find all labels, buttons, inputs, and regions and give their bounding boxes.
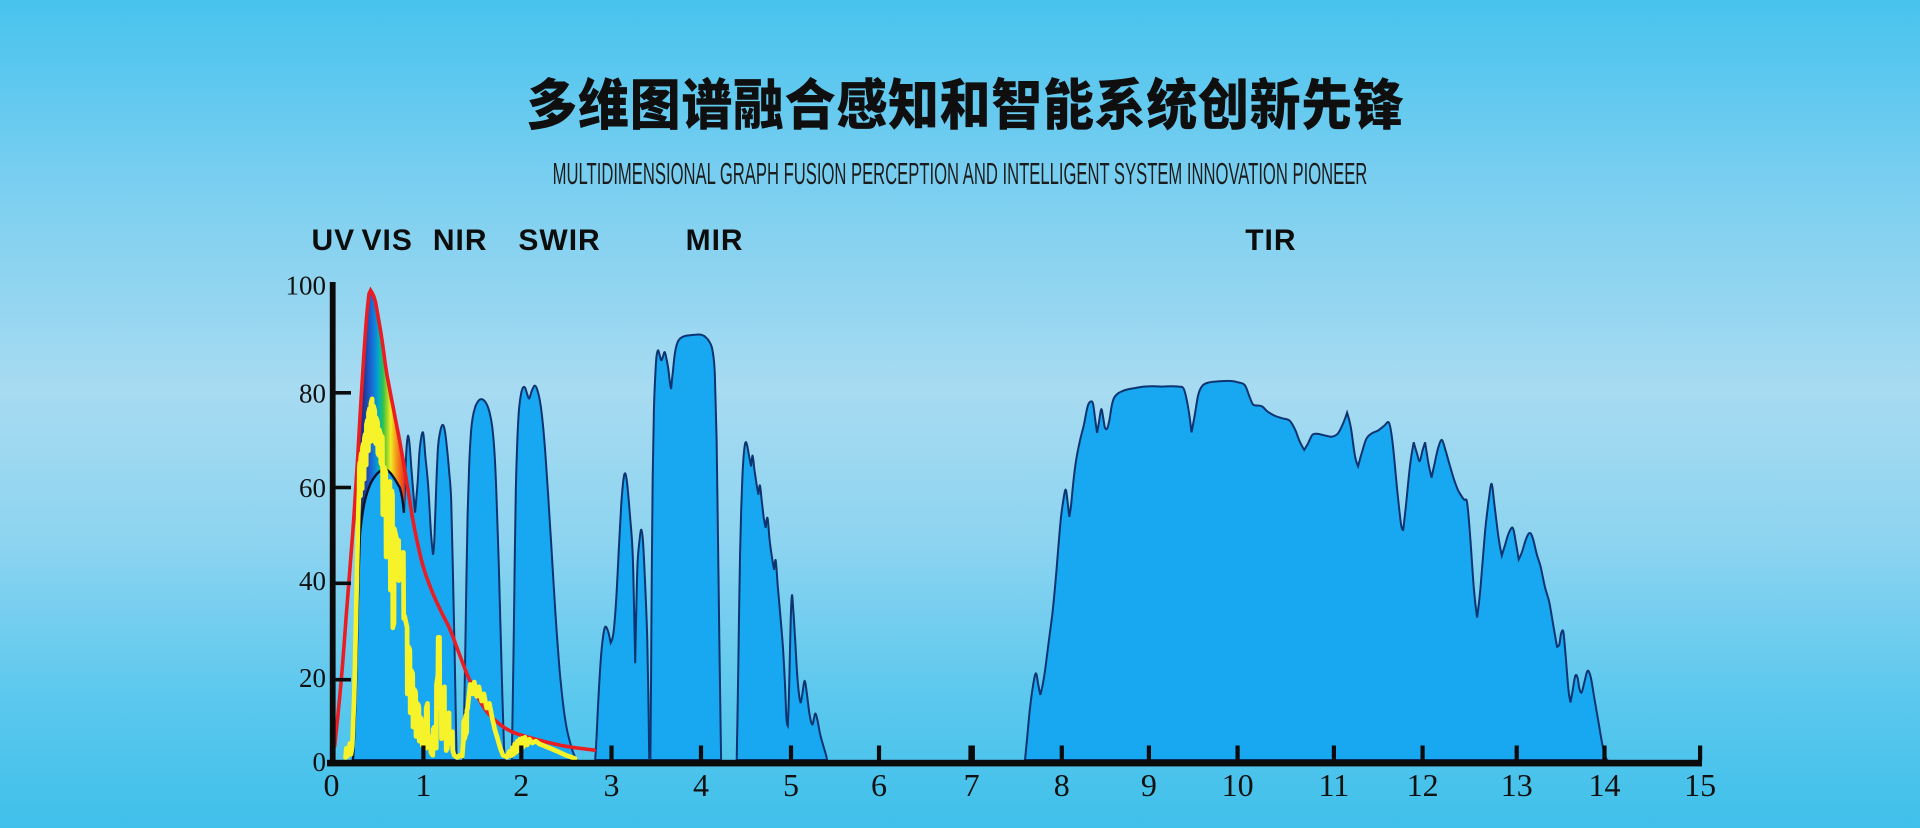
svg-text:8: 8 [1054,767,1070,803]
svg-text:SWIR: SWIR [518,224,600,257]
svg-text:20: 20 [299,663,326,693]
svg-text:1: 1 [415,767,431,803]
svg-text:100: 100 [286,271,327,301]
svg-text:0: 0 [313,747,327,777]
svg-text:40: 40 [299,566,326,596]
svg-text:15: 15 [1684,767,1716,803]
svg-text:9: 9 [1141,767,1157,803]
svg-text:3: 3 [604,767,620,803]
svg-text:14: 14 [1589,767,1621,803]
svg-text:MIR: MIR [686,224,744,257]
svg-text:6: 6 [871,767,887,803]
svg-text:11: 11 [1318,767,1349,803]
svg-text:80: 80 [299,379,326,409]
svg-text:NIR: NIR [433,224,488,257]
svg-text:5: 5 [783,767,799,803]
svg-text:10: 10 [1222,767,1254,803]
svg-text:TIR: TIR [1245,224,1296,257]
svg-text:12: 12 [1407,767,1439,803]
svg-text:4: 4 [693,767,709,803]
svg-text:60: 60 [299,473,326,503]
svg-text:7: 7 [964,767,980,803]
svg-text:VIS: VIS [362,224,413,257]
svg-text:UV: UV [312,224,356,257]
svg-text:2: 2 [513,767,529,803]
svg-text:13: 13 [1501,767,1533,803]
svg-text:0: 0 [324,767,340,803]
